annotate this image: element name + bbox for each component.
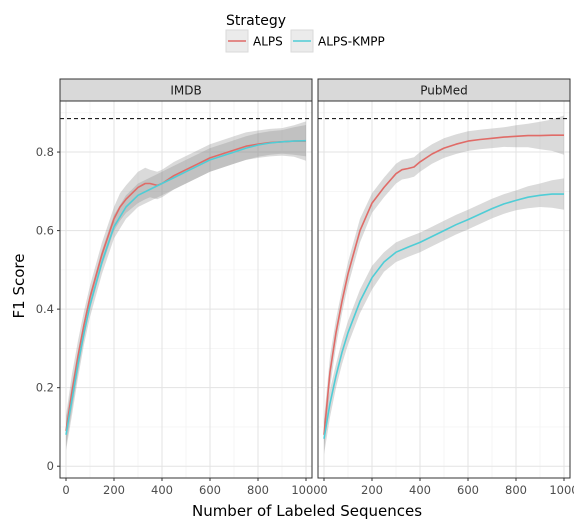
strip-label-pubmed: PubMed bbox=[420, 84, 468, 98]
x-tick-label: 200 bbox=[361, 483, 383, 497]
legend-item-alps: ALPS bbox=[225, 29, 283, 53]
x-tick-label: 0 bbox=[62, 483, 69, 497]
series-line-alps-kmpp-imdb bbox=[65, 139, 307, 435]
y-tick-label: 0 bbox=[47, 459, 54, 473]
y-axis-title: F1 Score bbox=[10, 254, 28, 319]
x-tick-label: 1000 bbox=[291, 483, 320, 497]
legend-label-alps-kmpp: ALPS-KMPP bbox=[318, 35, 385, 49]
confidence-band-alps-imdb bbox=[66, 121, 306, 447]
gridlines-pubmed bbox=[318, 101, 570, 478]
x-tick-label: 0 bbox=[320, 483, 327, 497]
legend: Strategy ALPS ALPS-KMPP bbox=[225, 13, 385, 53]
x-tick-label: 600 bbox=[457, 483, 479, 497]
y-tick-label: 0.8 bbox=[36, 145, 54, 159]
legend-item-alps-kmpp: ALPS-KMPP bbox=[290, 29, 385, 53]
x-tick-label: 600 bbox=[199, 483, 221, 497]
y-tick-label: 0.2 bbox=[36, 381, 54, 395]
x-tick-label: 400 bbox=[409, 483, 431, 497]
x-tick-label: 800 bbox=[247, 483, 269, 497]
panel-border-pubmed bbox=[317, 100, 571, 479]
y-tick-label: 0.4 bbox=[36, 302, 54, 316]
legend-title: Strategy bbox=[226, 13, 286, 29]
confidence-band-alps-kmpp-pubmed bbox=[324, 178, 564, 455]
x-tick-label: 400 bbox=[151, 483, 173, 497]
series-line-alps-kmpp-pubmed bbox=[323, 193, 564, 439]
x-tick-label: 800 bbox=[505, 483, 527, 497]
confidence-band-alps-pubmed bbox=[324, 115, 564, 451]
panel-pubmed: PubMed 0 200 400 600 800 1000 bbox=[317, 78, 574, 497]
x-axis-title: Number of Labeled Sequences bbox=[192, 502, 422, 520]
x-tick-label: 200 bbox=[103, 483, 125, 497]
strip-label-imdb: IMDB bbox=[170, 84, 201, 98]
x-tick-label: 1000 bbox=[549, 483, 574, 497]
panel-border-imdb bbox=[59, 100, 313, 479]
y-tick-label: 0.6 bbox=[36, 224, 54, 238]
panel-imdb: IMDB 0 200 400 600 800 1000 0 0.2 0.4 0.6 0.8 bbox=[36, 78, 321, 497]
series-line-alps-pubmed bbox=[323, 134, 564, 435]
gridlines-imdb bbox=[60, 101, 312, 478]
legend-label-alps: ALPS bbox=[253, 35, 283, 49]
